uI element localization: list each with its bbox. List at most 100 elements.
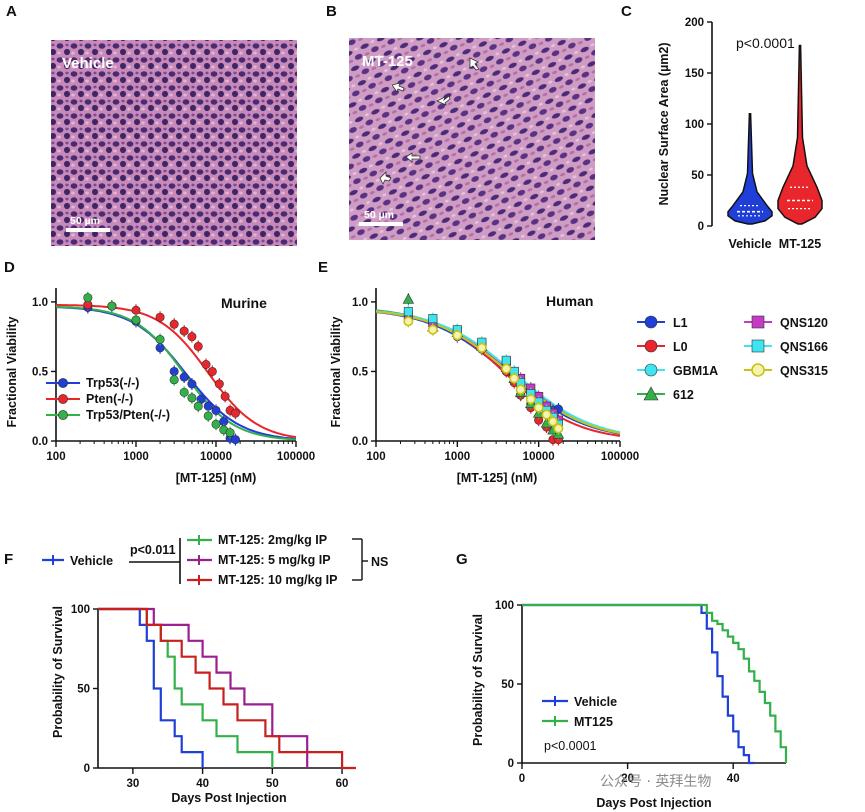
x-axis-label: [MT-125] (nM) — [457, 471, 538, 485]
data-point-Trp53/Pten(-/-) — [179, 387, 189, 397]
x-tick-label: 40 — [196, 778, 209, 790]
data-point-L0 — [644, 339, 658, 353]
arrow-icon — [469, 57, 480, 71]
fit-curve-L0 — [375, 309, 621, 437]
y-tick-label: 0.5 — [352, 366, 369, 378]
data-point-Pten(-/-) — [179, 326, 189, 336]
data-point-Trp53(-/-) — [179, 372, 189, 382]
y-tick-label: 0 — [84, 763, 90, 775]
legend-label: L0 — [673, 340, 688, 354]
legend-label: Pten(-/-) — [86, 392, 133, 406]
data-point-Trp53(-/-) — [203, 401, 213, 411]
x-tick-label: 60 — [336, 778, 349, 790]
violin-Vehicle — [727, 113, 773, 225]
y-axis-label: Nuclear Surface Area (µm2) — [657, 42, 671, 205]
fit-curve-L1 — [375, 310, 621, 435]
data-point-QNS315 — [509, 373, 520, 384]
y-axis-label: Probability of Survival — [471, 614, 485, 746]
legend-label: Trp53(-/-) — [86, 376, 139, 390]
y-tick-label: 0.5 — [32, 366, 49, 378]
fit-curve-QNS120 — [375, 310, 621, 434]
data-point-QNS315 — [403, 316, 414, 327]
scale-bar-label: 50 µm — [70, 215, 100, 227]
data-point-Pten(-/-) — [193, 341, 203, 351]
chart-title: Human — [546, 293, 593, 309]
fit-curve-GBM1A — [375, 310, 621, 434]
survival-curves — [98, 607, 356, 770]
data-point-QNS120 — [751, 315, 765, 329]
legend-label: QNS315 — [780, 364, 828, 378]
y-tick-label: 50 — [501, 679, 514, 691]
panel-f: F p<0.011 NS Vehicle MT-125: 2mg/kg IP MT-… — [4, 533, 388, 805]
panel-letter: F — [4, 551, 13, 568]
data-point-QNS166 — [403, 307, 413, 317]
legend-label: Vehicle — [70, 554, 113, 568]
legend-marker — [58, 378, 68, 388]
legend: p<0.011 NS Vehicle MT-125: 2mg/kg IP MT-12… — [42, 533, 388, 587]
legend-label: GBM1A — [673, 364, 718, 378]
y-tick-label: 1.0 — [32, 297, 48, 309]
legend-label: MT-125: 2mg/kg IP — [218, 533, 327, 547]
data-point-Pten(-/-) — [169, 319, 179, 329]
survival-line-MT-125: 2mg/kg IP — [98, 607, 274, 768]
fit-curves — [375, 309, 621, 437]
scale-bar-label: 50 µm — [364, 209, 394, 221]
panel-g: G Probability of Survival Days Post Inje… — [456, 551, 788, 810]
panel-letter: A — [6, 3, 17, 20]
x-tick-label: 0 — [519, 773, 525, 785]
data-point-612 — [402, 293, 415, 304]
data-point-Pten(-/-) — [220, 391, 230, 401]
data-point-Trp53/Pten(-/-) — [169, 375, 179, 385]
x-tick-label: 100 — [46, 451, 65, 463]
legend-label: MT-125: 10 mg/kg IP — [218, 573, 337, 587]
fit-curve-Pten(-/-) — [56, 304, 297, 439]
data-point-Pten(-/-) — [207, 366, 217, 376]
fit-curve-Trp53/Pten(-/-) — [55, 305, 297, 441]
arrow-markers — [379, 57, 480, 185]
y-tick-label: 150 — [685, 68, 704, 80]
histology-image-vehicle — [51, 40, 297, 246]
survival-line-Vehicle — [98, 607, 204, 768]
data-point-QNS315 — [525, 394, 536, 405]
y-tick-label: 1.0 — [352, 297, 368, 309]
data-point-Pten(-/-) — [214, 379, 224, 389]
histology-image-mt125 — [349, 38, 595, 240]
data-point-QNS315 — [476, 342, 487, 353]
data-point-Trp53(-/-) — [187, 379, 197, 389]
ns-label: NS — [371, 555, 388, 569]
y-tick-label: 100 — [71, 604, 90, 616]
legend-marker — [58, 410, 68, 420]
legend-label: Vehicle — [574, 695, 617, 709]
legend: Trp53(-/-) Pten(-/-) Trp53/Pten(-/-) — [46, 376, 170, 422]
fit-curve-QNS315 — [375, 310, 621, 435]
legend-label: MT125 — [574, 715, 613, 729]
data-point-Pten(-/-) — [155, 312, 165, 322]
x-tick-label: MT-125 — [779, 237, 821, 251]
data-point-Pten(-/-) — [201, 359, 211, 369]
data-points — [402, 293, 565, 446]
panel-e: E Fractional Viability [MT-125] (nM) Hum… — [318, 259, 828, 485]
p-value: p<0.0001 — [544, 739, 597, 753]
survival-line-Vehicle — [522, 603, 755, 765]
data-point-QNS315 — [553, 423, 564, 434]
data-point-QNS315 — [533, 402, 544, 413]
image-label: Vehicle — [62, 55, 114, 72]
x-axis-label: [MT-125] (nM) — [176, 471, 257, 485]
fit-curve-612 — [375, 309, 621, 435]
panel-d: D Fractional Viability [MT-125] (nM) Mur… — [4, 259, 315, 485]
watermark: 公众号 · 英拜生物 — [600, 773, 711, 790]
x-tick-label: 1000 — [445, 451, 471, 463]
x-tick-label: 100000 — [277, 451, 315, 463]
panel-letter: B — [326, 3, 337, 20]
arrow-icon — [405, 152, 421, 163]
data-point-GBM1A — [644, 363, 658, 377]
data-point-L1 — [644, 315, 658, 329]
data-point-QNS315 — [427, 324, 438, 335]
data-point-Trp53/Pten(-/-) — [107, 301, 117, 311]
data-point-QNS315 — [541, 409, 552, 420]
survival-line-MT-125: 10 mg/kg IP — [98, 607, 356, 770]
scale-bar — [359, 222, 403, 226]
panel-letter: G — [456, 551, 468, 568]
x-tick-label: 20 — [621, 773, 634, 785]
